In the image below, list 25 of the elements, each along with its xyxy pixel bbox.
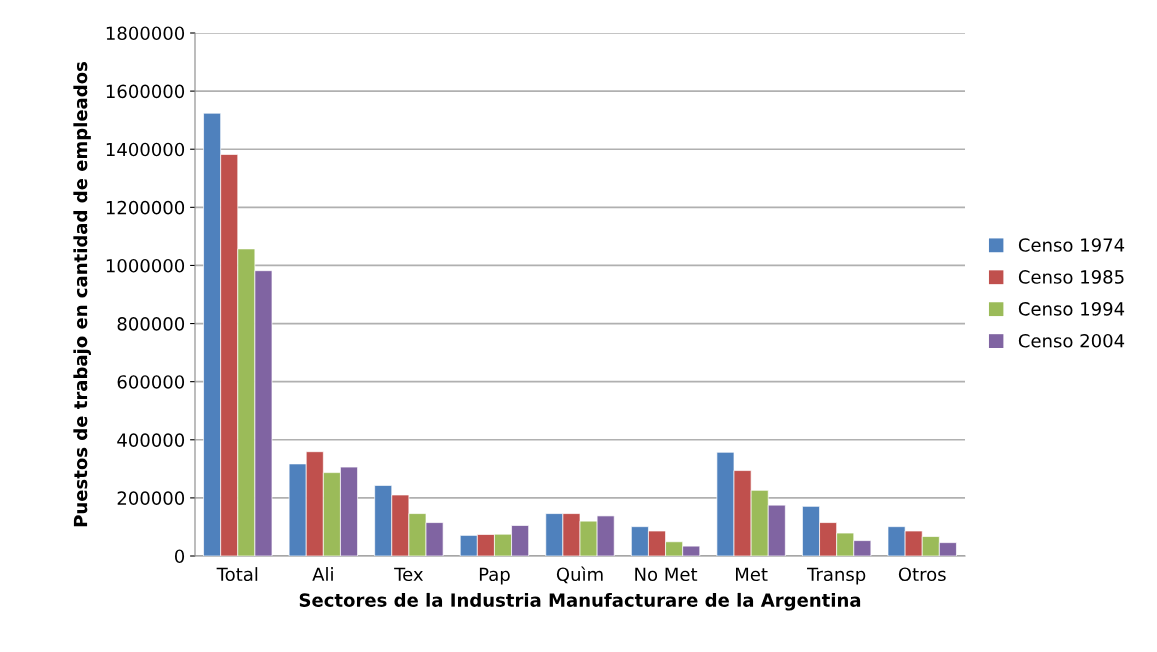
y-tick-label: 1800000 (106, 26, 185, 41)
x-tick-label: Tex (394, 567, 424, 582)
y-tick-label: 1400000 (106, 142, 185, 157)
x-tick-label: Transp (807, 567, 866, 585)
y-tick-label: 200000 (117, 491, 185, 506)
x-tick-label: Ali (312, 567, 333, 581)
y-tick-label: 800000 (117, 317, 185, 331)
x-axis-title: Sectores de la Industria Manufacturare de la Argentina (299, 592, 861, 611)
legend-label: Censo 1974 (1018, 238, 1125, 252)
y-tick-label: 0 (174, 549, 185, 564)
y-tick-label: 600000 (117, 375, 185, 389)
x-tick-label: Pap (479, 567, 510, 585)
x-tick-label: Total (216, 567, 258, 582)
y-tick-label: 1000000 (106, 258, 185, 273)
x-tick-label: No Met (635, 567, 698, 582)
x-tick-label: Met (736, 567, 768, 582)
y-axis-title: Puestos de trabajo en cantidad de empleados (73, 62, 91, 527)
y-tick-label: 1600000 (106, 84, 185, 99)
legend-label: Censo 1985 (1018, 270, 1124, 284)
legend-label: Censo 1994 (1018, 302, 1125, 316)
y-tick-label: 1200000 (106, 200, 185, 215)
y-tick-label: 400000 (117, 433, 185, 447)
x-tick-label: Otros (898, 567, 946, 582)
x-tick-label: Quìm (556, 566, 603, 584)
legend-label: Censo 2004 (1018, 333, 1125, 348)
